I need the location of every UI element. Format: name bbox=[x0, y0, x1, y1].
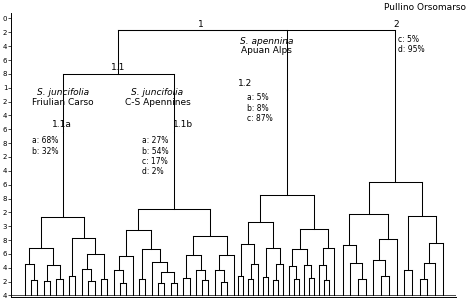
Text: Friulian Carso: Friulian Carso bbox=[32, 98, 94, 107]
Text: Pullino Orsomarso: Pullino Orsomarso bbox=[384, 2, 466, 11]
Text: 1.1a: 1.1a bbox=[52, 120, 72, 129]
Text: a: 27%
b: 54%
c: 17%
d: 2%: a: 27% b: 54% c: 17% d: 2% bbox=[142, 136, 169, 176]
Text: C-S Apennines: C-S Apennines bbox=[125, 98, 190, 107]
Text: Apuan Alps: Apuan Alps bbox=[241, 46, 292, 55]
Text: S. juncifolia: S. juncifolia bbox=[131, 88, 183, 98]
Text: 1.2: 1.2 bbox=[237, 79, 252, 88]
Text: 2: 2 bbox=[393, 20, 399, 29]
Text: S. juncifolia: S. juncifolia bbox=[37, 88, 89, 98]
Text: 1.1: 1.1 bbox=[111, 63, 126, 72]
Text: 1: 1 bbox=[198, 20, 204, 29]
Text: c: 5%
d: 95%: c: 5% d: 95% bbox=[399, 35, 425, 54]
Text: a: 5%
b: 8%
c: 87%: a: 5% b: 8% c: 87% bbox=[247, 93, 273, 123]
Text: a: 68%
b: 32%: a: 68% b: 32% bbox=[32, 136, 59, 156]
Text: S. apennina: S. apennina bbox=[240, 37, 293, 46]
Text: 1.1b: 1.1b bbox=[173, 120, 193, 129]
